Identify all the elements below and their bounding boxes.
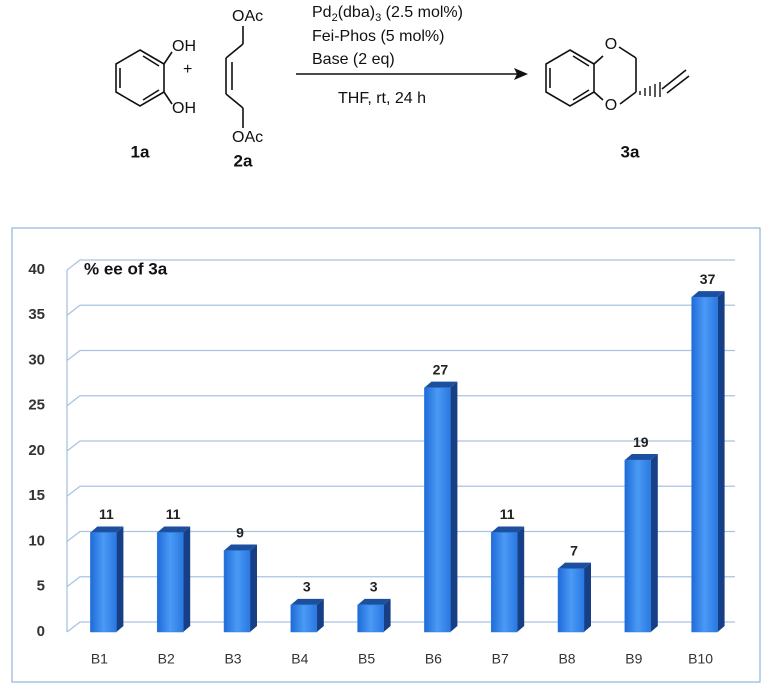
catalyst-part: 3: [375, 12, 381, 24]
group: OH: [172, 38, 196, 55]
bar: [624, 459, 652, 633]
grid-line: [66, 349, 735, 362]
diacetate: OAc OAc 2a: [225, 8, 263, 170]
atom: O: [605, 36, 617, 53]
compound-label: 2a: [234, 151, 253, 170]
compound-label: 1a: [131, 142, 150, 161]
bar-side: [116, 526, 124, 632]
bar-top: [290, 598, 324, 605]
y-tick-label: 5: [37, 578, 45, 595]
bar-side: [650, 454, 658, 632]
bar-top: [491, 526, 525, 533]
bar-top: [691, 291, 725, 298]
x-tick-label: B5: [358, 651, 375, 667]
y-tick-label: 30: [28, 351, 45, 368]
bar: [424, 387, 451, 633]
x-tick-label: B8: [558, 651, 575, 667]
chart-frame: [11, 227, 761, 683]
x-tick-label: B7: [492, 651, 509, 667]
grid-line: [66, 304, 735, 316]
catalyst-part: 2: [332, 12, 338, 24]
catalyst-part: (dba): [338, 4, 375, 21]
bar: [691, 296, 718, 633]
value-label: 11: [500, 506, 515, 522]
bar-side: [717, 291, 725, 632]
y-tick-label: 0: [37, 623, 45, 640]
x-tick-label: B4: [291, 651, 308, 667]
value-label: 9: [236, 524, 244, 540]
value-label: 11: [166, 506, 181, 522]
solvent: THF, rt, 24 h: [338, 90, 426, 107]
bar-side: [517, 526, 525, 632]
value-label: 27: [433, 361, 449, 377]
catechol: OH OH 1a: [115, 38, 196, 161]
value-label: 19: [633, 434, 649, 450]
bar-top: [357, 598, 391, 605]
bar-top: [224, 544, 257, 551]
x-tick-label: B10: [688, 651, 713, 667]
bar-top: [157, 526, 191, 533]
bar: [357, 604, 384, 633]
x-tick-label: B9: [625, 651, 642, 667]
value-label: 37: [700, 271, 716, 287]
group: OH: [172, 100, 196, 117]
y-tick-label: 40: [28, 261, 45, 278]
chart-title: % ee of 3a: [84, 259, 168, 278]
bar-side: [316, 598, 324, 632]
value-label: 3: [303, 579, 311, 595]
bar-top: [90, 526, 124, 533]
grid-line: [66, 485, 735, 497]
x-tick-label: B2: [158, 651, 175, 667]
group: OAc: [232, 129, 263, 146]
value-label: 3: [370, 579, 378, 595]
bar-top: [424, 381, 458, 388]
product: O O 3a: [545, 36, 690, 161]
x-tick-label: B6: [425, 651, 442, 667]
bar: [156, 532, 184, 633]
y-tick-label: 15: [28, 487, 45, 504]
grid-line: [66, 440, 735, 452]
x-tick-label: B3: [224, 651, 241, 667]
catalyst: Pd2(dba)3 (2.5 mol%): [312, 4, 463, 24]
bar-side: [183, 526, 191, 632]
compound-label: 3a: [621, 142, 640, 161]
value-label: 11: [99, 506, 114, 522]
bar: [490, 532, 518, 633]
bar: [290, 604, 318, 633]
bar-side: [250, 544, 257, 632]
grid-line: [66, 395, 735, 407]
plus: +: [183, 61, 192, 78]
y-tick-label: 10: [28, 532, 45, 549]
x-tick-label: B1: [91, 651, 108, 667]
bar-top: [624, 454, 658, 461]
ligand: Fei-Phos (5 mol%): [312, 28, 444, 45]
catalyst-part: (2.5 mol%): [381, 4, 463, 21]
base: Base (2 eq): [312, 51, 395, 68]
y-tick-label: 35: [28, 306, 45, 323]
bar-top: [558, 562, 591, 569]
atom: O: [605, 97, 617, 114]
arrow-head: [514, 68, 528, 80]
grid-line: [66, 259, 735, 271]
bar-side: [383, 598, 391, 632]
bar-side: [450, 381, 458, 632]
bar-side: [584, 562, 591, 632]
y-tick-label: 25: [28, 397, 45, 414]
bar: [90, 532, 117, 633]
catalyst-part: Pd: [312, 4, 332, 21]
bar: [223, 550, 251, 633]
chart: % ee of 3a 0 5 10 15 20 25 30 35 40 B1 11 B2 11 B3 9 B4…: [28, 259, 735, 667]
bar: [557, 568, 585, 633]
group: OAc: [232, 8, 263, 25]
y-tick-label: 20: [28, 442, 45, 459]
value-label: 7: [570, 542, 578, 558]
